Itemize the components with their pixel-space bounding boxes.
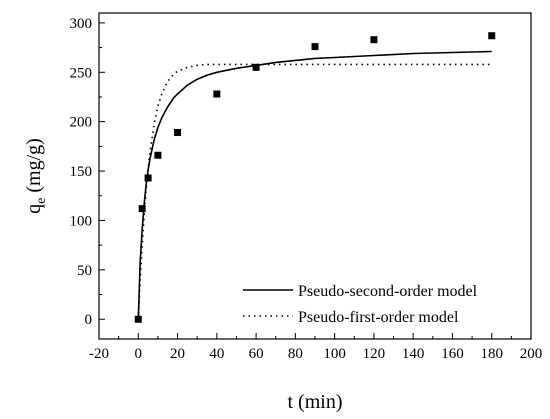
x-tick-label: 60	[249, 346, 264, 362]
y-axis-title-unit: (mg/g)	[23, 138, 45, 197]
y-axis-title-subscript: e	[34, 198, 49, 204]
x-tick-label: 120	[363, 346, 386, 362]
x-tick-label: 0	[135, 346, 143, 362]
y-tick-label: 0	[85, 312, 93, 328]
y-tick-label: 250	[70, 65, 93, 81]
x-tick-label: 20	[170, 346, 185, 362]
data-point	[370, 36, 378, 44]
y-tick-label: 150	[70, 164, 93, 180]
y-tick-label: 200	[70, 115, 93, 131]
x-tick-label: 200	[520, 346, 543, 362]
y-axis-title: qe (mg/g)	[23, 138, 49, 214]
y-tick-label: 50	[77, 263, 92, 279]
x-tick-label: 140	[402, 346, 425, 362]
data-point	[213, 90, 221, 98]
y-tick-label: 100	[70, 213, 93, 229]
x-tick-label: 40	[209, 346, 224, 362]
x-tick-label: 180	[480, 346, 503, 362]
x-axis-title: t (min)	[288, 391, 343, 413]
data-point	[154, 151, 162, 159]
x-tick-label: 160	[441, 346, 464, 362]
x-tick-label: 100	[323, 346, 346, 362]
series-lines	[137, 50, 492, 320]
data-points	[134, 32, 496, 323]
data-point	[174, 129, 182, 137]
ticks	[98, 22, 532, 339]
data-point	[252, 63, 260, 71]
data-point	[488, 32, 496, 40]
legend-label-first-order: Pseudo-first-order model	[298, 309, 459, 326]
data-point	[134, 315, 142, 323]
y-axis-title-main: q	[23, 204, 45, 214]
series-line-first-order	[137, 63, 492, 320]
x-tick-label: -20	[89, 346, 109, 362]
data-point	[144, 174, 152, 182]
y-tick-label: 300	[70, 16, 93, 32]
tick-labels: -20 0 20 40 60 80 100 120 140 160 180 200 0 50 100 150 2…	[70, 16, 543, 362]
series-line-second-order	[137, 50, 492, 320]
x-tick-label: 80	[288, 346, 303, 362]
data-point	[138, 205, 146, 213]
data-point	[311, 43, 319, 51]
legend-label-second-order: Pseudo-second-order model	[298, 283, 478, 300]
legend: Pseudo-second-order model Pseudo-first-o…	[243, 283, 478, 326]
